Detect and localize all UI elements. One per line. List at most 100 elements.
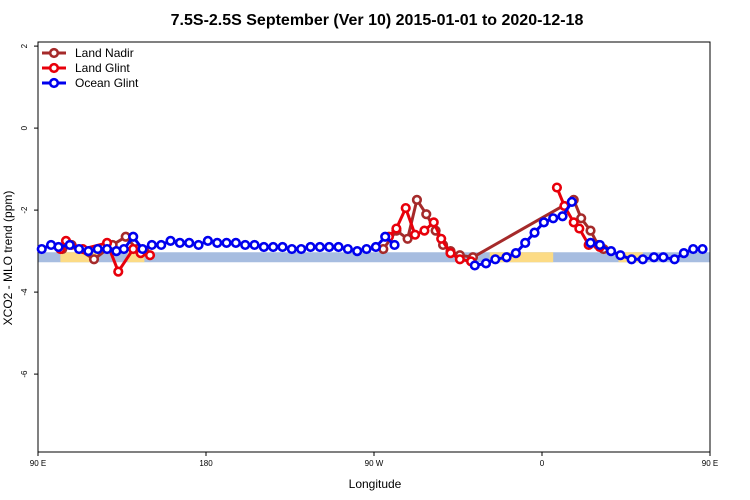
data-point xyxy=(626,254,637,265)
land-band-segment xyxy=(489,252,554,263)
data-point xyxy=(469,260,480,271)
data-point xyxy=(445,248,456,259)
data-point xyxy=(697,243,708,255)
legend-swatch-marker xyxy=(48,77,60,89)
data-point xyxy=(648,252,660,263)
data-point xyxy=(436,233,447,244)
data-point xyxy=(277,241,288,253)
legend-label: Land Glint xyxy=(75,61,130,75)
data-point xyxy=(258,241,269,253)
data-point xyxy=(480,258,492,269)
legend-label: Land Nadir xyxy=(75,46,134,60)
legend-item: Land Glint xyxy=(42,61,130,75)
data-point xyxy=(156,239,167,251)
y-tick-label: -6 xyxy=(20,370,29,378)
x-tick-label: 0 xyxy=(540,459,545,468)
data-point xyxy=(53,241,64,253)
data-point xyxy=(551,182,563,193)
data-point xyxy=(678,248,689,259)
data-point xyxy=(146,239,157,251)
data-point xyxy=(101,243,113,255)
data-point xyxy=(538,217,549,228)
data-point xyxy=(296,243,307,255)
data-point xyxy=(36,243,47,255)
data-point xyxy=(361,243,372,255)
data-point xyxy=(333,241,344,253)
data-point xyxy=(380,231,391,242)
x-tick-label: 90 E xyxy=(702,459,718,468)
data-point xyxy=(128,231,139,242)
legend-swatch-marker xyxy=(48,47,60,59)
data-point xyxy=(411,194,423,205)
data-point xyxy=(193,239,204,251)
data-point xyxy=(212,237,223,248)
data-point xyxy=(314,241,325,253)
data-point xyxy=(566,196,577,207)
data-point xyxy=(428,217,439,228)
data-point xyxy=(88,254,100,265)
data-point xyxy=(144,250,156,261)
data-point xyxy=(490,254,501,265)
data-point xyxy=(184,237,195,248)
data-point xyxy=(520,237,531,248)
data-point xyxy=(73,243,85,255)
data-point xyxy=(240,239,251,251)
data-point xyxy=(510,248,521,259)
legend-item: Land Nadir xyxy=(42,46,134,60)
plot-series xyxy=(36,182,708,277)
data-point xyxy=(568,217,579,228)
chart-title: 7.5S-2.5S September (Ver 10) 2015-01-01 … xyxy=(171,12,584,29)
data-point xyxy=(400,202,411,214)
y-tick-label: -4 xyxy=(20,288,29,296)
data-point xyxy=(658,252,669,263)
data-point xyxy=(391,223,402,234)
series-ocean-glint xyxy=(36,196,708,271)
data-point xyxy=(574,223,585,234)
data-point xyxy=(230,237,241,248)
data-point xyxy=(324,241,335,253)
data-point xyxy=(165,235,176,246)
data-point xyxy=(594,239,605,251)
x-tick-label: 180 xyxy=(199,459,213,468)
data-point xyxy=(585,225,596,236)
data-point xyxy=(174,237,185,248)
x-tick-label: 90 E xyxy=(30,459,46,468)
data-point xyxy=(615,250,626,261)
data-point xyxy=(352,246,363,257)
x-axis-label: Longitude xyxy=(349,477,402,491)
data-point xyxy=(402,233,413,244)
data-point xyxy=(454,254,465,265)
y-tick-label: -2 xyxy=(20,206,29,214)
data-point xyxy=(637,254,648,265)
data-point xyxy=(83,246,94,257)
data-point xyxy=(128,243,139,255)
data-point xyxy=(501,252,512,263)
ocean-band xyxy=(38,252,710,263)
data-point xyxy=(64,239,75,251)
data-point xyxy=(585,237,596,248)
data-point xyxy=(202,235,213,246)
data-point xyxy=(249,239,260,251)
data-point xyxy=(389,239,400,251)
data-point xyxy=(221,237,232,248)
data-point xyxy=(118,243,129,255)
x-tick-label: 90 W xyxy=(365,459,384,468)
data-point xyxy=(409,229,421,240)
data-point xyxy=(529,227,540,238)
data-point xyxy=(137,243,148,255)
data-point xyxy=(421,209,432,220)
data-point xyxy=(576,213,587,224)
legend-item: Ocean Glint xyxy=(42,76,139,90)
land-band-segment xyxy=(60,252,98,263)
legend-swatch-marker xyxy=(48,62,60,74)
data-point xyxy=(419,225,430,236)
data-point xyxy=(557,211,568,222)
data-point xyxy=(113,266,124,277)
y-tick-label: 2 xyxy=(20,43,29,48)
land-band-segment xyxy=(127,252,145,263)
y-tick-label: 0 xyxy=(20,125,29,130)
data-point xyxy=(92,243,103,255)
data-point xyxy=(342,243,353,255)
